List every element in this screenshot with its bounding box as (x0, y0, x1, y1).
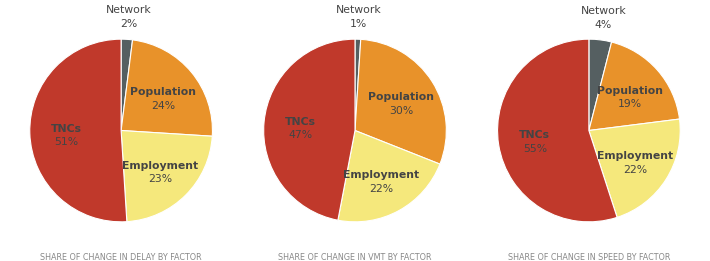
X-axis label: SHARE OF CHANGE IN SPEED BY FACTOR: SHARE OF CHANGE IN SPEED BY FACTOR (508, 253, 670, 261)
Text: TNCs: TNCs (519, 130, 550, 140)
Text: Employment: Employment (344, 170, 420, 180)
Text: TNCs: TNCs (285, 117, 316, 127)
Wedge shape (263, 39, 355, 220)
Text: 22%: 22% (369, 183, 393, 194)
Wedge shape (355, 39, 361, 130)
Wedge shape (121, 130, 212, 222)
Wedge shape (121, 39, 133, 130)
Text: Employment: Employment (597, 151, 673, 161)
Wedge shape (338, 130, 440, 222)
Text: 22%: 22% (623, 165, 648, 175)
Text: Network: Network (581, 6, 626, 16)
Text: Population: Population (368, 92, 435, 103)
Text: Network: Network (336, 5, 381, 15)
Text: Network: Network (106, 5, 151, 15)
Text: 51%: 51% (54, 137, 78, 147)
X-axis label: SHARE OF CHANGE IN VMT BY FACTOR: SHARE OF CHANGE IN VMT BY FACTOR (278, 253, 432, 261)
Text: 23%: 23% (148, 174, 172, 184)
Text: 47%: 47% (288, 130, 312, 140)
Text: Population: Population (131, 87, 197, 97)
Text: 1%: 1% (350, 19, 367, 29)
Text: 2%: 2% (120, 19, 137, 29)
Text: Population: Population (597, 86, 663, 96)
X-axis label: SHARE OF CHANGE IN DELAY BY FACTOR: SHARE OF CHANGE IN DELAY BY FACTOR (40, 253, 202, 261)
Wedge shape (121, 40, 212, 136)
Text: Employment: Employment (122, 161, 198, 171)
Wedge shape (498, 39, 617, 222)
Text: 55%: 55% (523, 144, 547, 154)
Wedge shape (589, 42, 679, 130)
Text: 24%: 24% (151, 101, 175, 111)
Wedge shape (355, 39, 447, 164)
Text: 4%: 4% (595, 20, 612, 29)
Wedge shape (30, 39, 127, 222)
Text: 19%: 19% (618, 99, 642, 109)
Wedge shape (589, 39, 611, 130)
Text: 30%: 30% (389, 106, 413, 116)
Text: TNCs: TNCs (51, 123, 82, 134)
Wedge shape (589, 119, 680, 217)
